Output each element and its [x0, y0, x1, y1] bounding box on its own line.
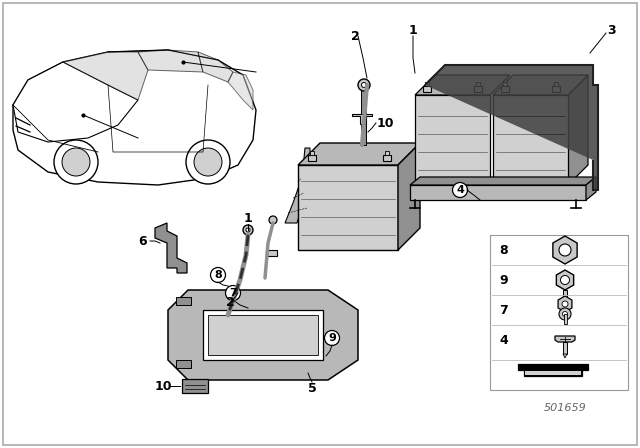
Polygon shape: [208, 315, 318, 355]
Polygon shape: [586, 177, 596, 200]
Polygon shape: [556, 270, 573, 290]
Bar: [425, 82, 429, 86]
Text: 9: 9: [500, 273, 508, 287]
Circle shape: [452, 182, 467, 198]
Bar: [525, 371, 581, 375]
Bar: [554, 82, 558, 86]
Polygon shape: [298, 143, 420, 165]
Polygon shape: [13, 62, 138, 142]
Circle shape: [194, 148, 222, 176]
Polygon shape: [285, 148, 310, 223]
Bar: [383, 155, 391, 161]
Polygon shape: [267, 250, 277, 256]
Text: 8: 8: [214, 270, 222, 280]
Polygon shape: [553, 236, 577, 264]
Bar: [182, 379, 208, 393]
Text: 10: 10: [376, 116, 394, 129]
Bar: [501, 86, 509, 92]
Polygon shape: [398, 143, 420, 250]
Bar: [552, 86, 560, 92]
Bar: [310, 151, 314, 155]
Polygon shape: [138, 50, 203, 72]
Polygon shape: [415, 75, 510, 95]
Bar: [563, 290, 567, 298]
Polygon shape: [568, 75, 588, 185]
Bar: [563, 342, 567, 354]
Bar: [490, 235, 628, 390]
Circle shape: [269, 216, 277, 224]
Bar: [474, 86, 482, 92]
Bar: [476, 82, 480, 86]
Circle shape: [324, 331, 339, 345]
Text: 8: 8: [500, 244, 508, 257]
Text: 1: 1: [244, 211, 252, 224]
Circle shape: [559, 308, 571, 320]
Polygon shape: [555, 336, 575, 342]
Bar: [385, 151, 389, 155]
Polygon shape: [493, 75, 588, 95]
Text: 6: 6: [139, 234, 147, 247]
Polygon shape: [558, 296, 572, 312]
Circle shape: [562, 301, 568, 307]
Bar: [415, 95, 490, 185]
Circle shape: [211, 267, 225, 283]
Circle shape: [54, 140, 98, 184]
Text: 4: 4: [456, 185, 464, 195]
Circle shape: [243, 225, 253, 235]
Text: 7: 7: [229, 288, 237, 298]
Circle shape: [559, 244, 571, 256]
Circle shape: [186, 140, 230, 184]
Text: 7: 7: [500, 303, 508, 316]
Bar: [176, 297, 191, 305]
Bar: [176, 360, 191, 368]
Circle shape: [62, 148, 90, 176]
Bar: [308, 155, 316, 161]
Circle shape: [563, 311, 568, 316]
Text: 2: 2: [351, 30, 360, 43]
Polygon shape: [155, 223, 187, 273]
Text: 1: 1: [408, 23, 417, 36]
Text: 10: 10: [154, 379, 172, 392]
Text: 3: 3: [608, 23, 616, 36]
Circle shape: [358, 79, 370, 91]
Polygon shape: [168, 290, 358, 380]
Circle shape: [246, 228, 250, 232]
Polygon shape: [518, 364, 588, 376]
Polygon shape: [425, 65, 598, 190]
Polygon shape: [198, 52, 233, 82]
Bar: [563, 314, 566, 324]
Bar: [503, 82, 507, 86]
Polygon shape: [63, 52, 148, 100]
Text: 501659: 501659: [543, 403, 586, 413]
Polygon shape: [410, 177, 596, 185]
Text: 9: 9: [328, 333, 336, 343]
Polygon shape: [203, 310, 323, 360]
Polygon shape: [563, 354, 567, 358]
Bar: [298, 165, 398, 250]
Circle shape: [362, 82, 367, 87]
Bar: [361, 87, 366, 145]
Text: 5: 5: [308, 382, 316, 395]
Polygon shape: [228, 72, 253, 110]
Bar: [410, 185, 586, 200]
Text: 4: 4: [500, 333, 508, 346]
Polygon shape: [13, 50, 256, 185]
Bar: [423, 86, 431, 92]
Text: 2: 2: [226, 297, 234, 310]
Polygon shape: [220, 315, 240, 327]
Circle shape: [561, 276, 570, 284]
Circle shape: [225, 285, 241, 301]
Bar: [493, 95, 568, 185]
Polygon shape: [352, 114, 372, 124]
